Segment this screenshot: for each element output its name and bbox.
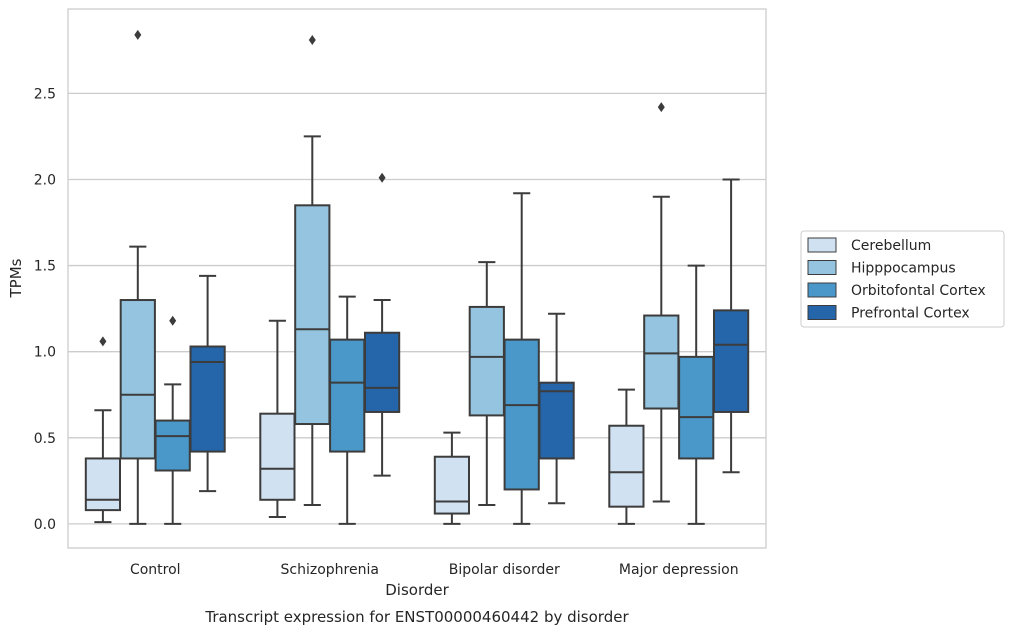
legend-label: Cerebellum (851, 238, 931, 254)
box-3-1 (643, 102, 680, 503)
y-axis-label: TPMs (7, 258, 25, 298)
legend-swatch (807, 305, 837, 320)
y-tick-label: 1.5 (34, 259, 56, 275)
box-iqr (468, 305, 505, 417)
outlier-point (134, 29, 142, 40)
box-3-3 (712, 178, 750, 474)
outlier-point (378, 172, 386, 183)
legend-swatch (807, 260, 837, 275)
y-tick-label: 2.5 (34, 86, 56, 102)
y-tick-labels: 0.0 0.5 1.0 1.5 2.0 2.5 (34, 86, 56, 533)
box-iqr (433, 455, 471, 515)
box-2-1 (468, 261, 505, 506)
box-0-1 (119, 29, 156, 525)
plot-frame (67, 8, 767, 549)
box-iqr (154, 419, 191, 472)
box-2-0 (433, 431, 471, 525)
x-tick-label: Schizophrenia (281, 562, 379, 578)
x-axis-label: Disorder (385, 581, 449, 599)
box-0-3 (189, 274, 226, 493)
box-iqr (189, 345, 226, 453)
legend-label: Orbitofontal Cortex (851, 283, 986, 299)
legend-swatch (807, 282, 837, 298)
chart-caption: Transcript expression for ENST0000046044… (204, 608, 629, 626)
box-iqr (84, 457, 122, 512)
box-iqr (329, 338, 366, 453)
box-iqr (643, 314, 680, 410)
box-iqr (503, 338, 540, 491)
outlier-point (657, 102, 665, 113)
outlier-point (99, 336, 107, 347)
box-groups (84, 29, 750, 525)
box-iqr (259, 412, 296, 501)
x-tick-label: Bipolar disorder (449, 562, 560, 578)
box-iqr (608, 424, 645, 508)
box-iqr (538, 381, 575, 460)
legend-label: Hipppocampus (851, 261, 956, 277)
legend-label: Prefrontal Cortex (851, 306, 970, 322)
legend-frame (800, 230, 1005, 328)
box-iqr (363, 331, 401, 413)
outlier-point (169, 315, 177, 326)
box-iqr (678, 355, 715, 460)
legend-swatch (807, 237, 837, 253)
box-iqr (119, 299, 156, 460)
box-iqr (294, 204, 331, 426)
y-tick-label: 2.0 (34, 172, 56, 188)
box-1-1 (294, 34, 331, 506)
box-3-0 (608, 388, 645, 525)
box-1-2 (329, 295, 366, 525)
box-2-2 (503, 192, 540, 525)
outlier-point (308, 34, 316, 45)
x-tick-label: Major depression (619, 562, 739, 578)
box-0-0 (84, 336, 122, 524)
y-tick-label: 0.5 (34, 431, 56, 447)
box-1-0 (259, 319, 296, 519)
legend: Cerebellum Hipppocampus Orbitofontal Corte… (800, 230, 1005, 328)
box-2-3 (538, 312, 575, 505)
x-tick-labels: Control Schizophrenia Bipolar disorder Majo… (130, 562, 739, 578)
y-tick-label: 0.0 (34, 517, 56, 533)
x-tick-label: Control (130, 562, 181, 578)
box-iqr (712, 309, 750, 413)
box-1-3 (363, 172, 401, 477)
y-tick-label: 1.0 (34, 345, 56, 361)
